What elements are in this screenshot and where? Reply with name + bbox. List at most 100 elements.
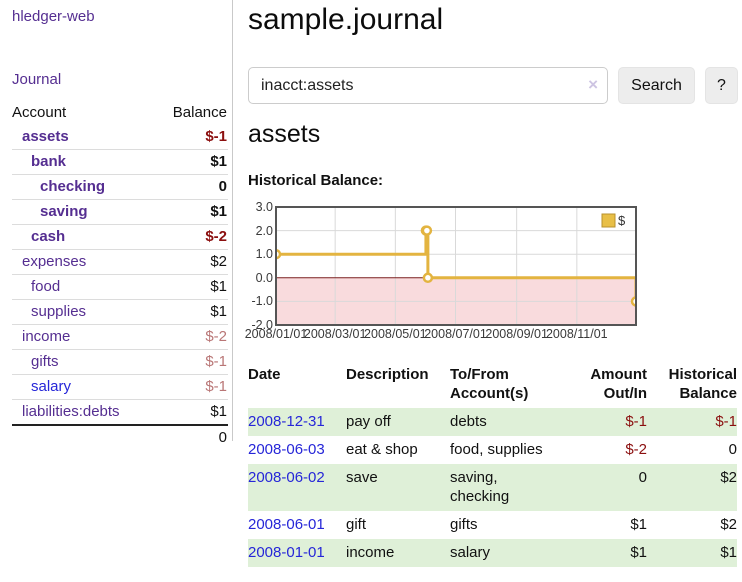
x-axis-tick-label: 2008/11/01: [545, 327, 608, 341]
register-date-cell: 2008-06-01: [248, 511, 346, 539]
register-amount-cell: 0: [638, 469, 647, 486]
account-balance: $-1: [205, 128, 227, 145]
col-tofrom: To/From Account(s): [450, 366, 529, 402]
account-balance: $1: [155, 149, 228, 175]
account-name-cell: food: [12, 274, 156, 300]
account-name-cell: salary: [12, 374, 156, 400]
y-axis-tick-label: 0.0: [255, 270, 273, 285]
register-description-cell: eat & shop: [346, 441, 418, 458]
col-date[interactable]: Date: [248, 366, 281, 383]
transaction-date-link[interactable]: 2008-06-02: [248, 469, 325, 486]
data-point-marker: [421, 225, 433, 236]
accounts-table: Account Balance assets $-1 bank $1 checking 0…: [12, 101, 228, 450]
account-link-saving[interactable]: saving: [40, 203, 88, 220]
col-historical-balance: Historical Balance: [668, 366, 737, 402]
historical-balance-chart: $3.0 2.0 1.0 0.0 -1.0 -2.0 2008/01/01 2008/03/0…: [245, 200, 742, 348]
account-name-cell: assets: [12, 125, 155, 150]
register-tofrom-cell: salary: [450, 544, 491, 561]
y-axis-tick-label: 2.0: [255, 223, 273, 238]
main-content: sample.journal × Search ? assets Histori…: [245, 0, 742, 582]
register-amount-cell: $1: [630, 544, 647, 561]
register-date-cell: 2008-01-01: [248, 539, 346, 567]
account-name-cell: bank: [12, 149, 156, 175]
account-name-cell: cash: [12, 224, 156, 250]
register-tofrom-cell: saving, checking: [450, 469, 510, 505]
account-link-checking[interactable]: checking: [40, 178, 106, 195]
register-historical-cell: $2: [720, 469, 737, 486]
accounts-table-header: Account Balance: [12, 101, 228, 125]
account-link-cash[interactable]: cash: [31, 228, 66, 245]
account-link-expenses[interactable]: expenses: [22, 253, 87, 270]
col-description: Description: [346, 366, 429, 383]
register-date-cell: 2008-06-02: [248, 464, 346, 511]
search-input[interactable]: [248, 67, 608, 104]
register-description-cell: save: [346, 469, 378, 486]
x-axis-tick-label: 2008/09/01: [485, 327, 548, 341]
balance-plot: $: [275, 206, 637, 326]
account-balance: $1: [155, 199, 228, 225]
account-name-cell: saving: [12, 199, 156, 225]
account-name-cell: gifts: [12, 349, 156, 375]
account-name-cell: expenses: [12, 249, 156, 275]
accounts-col-balance: Balance: [172, 104, 227, 121]
account-row: income $-2: [12, 324, 228, 350]
x-axis-tick-label: 2008/07/01: [424, 327, 487, 341]
register-date-cell: 2008-12-31: [248, 408, 346, 436]
account-link-income[interactable]: income: [22, 328, 71, 345]
accounts-total-balance: 0: [155, 424, 228, 450]
account-link-bank[interactable]: bank: [31, 153, 67, 170]
y-axis-tick-label: 1.0: [255, 247, 273, 262]
transaction-date-link[interactable]: 2008-12-31: [248, 413, 325, 430]
account-balance: $-1: [155, 374, 228, 400]
search-button[interactable]: Search: [618, 67, 695, 104]
register-row: 2008-12-31 pay off debts $-1 $-1: [248, 408, 737, 436]
register-amount-cell: $-1: [625, 413, 647, 430]
account-row: supplies $1: [12, 299, 228, 325]
account-row: gifts $-1: [12, 349, 228, 375]
transaction-date-link[interactable]: 2008-06-01: [248, 516, 325, 533]
account-row: bank $1: [12, 149, 228, 175]
search-form: × Search ?: [248, 67, 740, 104]
sidebar: hledger-web Journal Account Balance asse…: [0, 0, 233, 450]
account-name-cell: liabilities:debts: [12, 399, 156, 425]
register-row: 2008-06-02 save saving, checking 0 $2: [248, 464, 737, 511]
account-balance: $1: [155, 274, 228, 300]
account-balance: $-2: [155, 324, 228, 350]
accounts-col-account: Account: [12, 104, 67, 121]
account-link-gifts[interactable]: gifts: [31, 353, 59, 370]
x-axis-tick-label: 2008/03/01: [303, 327, 367, 341]
register-historical-cell: 0: [728, 441, 737, 458]
register-tofrom-cell: gifts: [450, 516, 478, 533]
account-link-supplies[interactable]: supplies: [31, 303, 87, 320]
register-historical-cell: $2: [720, 516, 737, 533]
account-balance: $1: [155, 399, 228, 425]
register-historical-cell: $1: [720, 544, 737, 561]
app-brand-link[interactable]: hledger-web: [12, 8, 95, 25]
account-row: saving $1: [12, 199, 228, 225]
register-account-title: assets: [248, 120, 321, 148]
x-axis-tick-label: 2008/01/01: [244, 327, 308, 341]
register-amount-cell: $1: [630, 516, 647, 533]
account-row: assets $-1: [12, 125, 228, 150]
help-button[interactable]: ?: [705, 67, 738, 104]
account-row: cash $-2: [12, 224, 228, 250]
account-link-salary[interactable]: salary: [31, 378, 72, 395]
search-box: ×: [248, 67, 608, 104]
data-point-marker: [422, 272, 434, 284]
y-axis-tick-label: -1.0: [251, 294, 273, 309]
account-link-assets[interactable]: assets: [22, 128, 69, 145]
transaction-date-link[interactable]: 2008-01-01: [248, 544, 325, 561]
account-row: food $1: [12, 274, 228, 300]
register-row: 2008-06-01 gift gifts $1 $2: [248, 511, 737, 539]
register-description-cell: gift: [346, 516, 367, 533]
register-amount-cell: $-2: [625, 441, 647, 458]
transaction-date-link[interactable]: 2008-06-03: [248, 441, 325, 458]
accounts-total-row: 0: [12, 424, 228, 450]
sidebar-item-journal[interactable]: Journal: [12, 71, 62, 88]
account-link-food[interactable]: food: [31, 278, 61, 295]
x-axis-tick-label: 2008/05/01: [364, 327, 427, 341]
account-balance: $1: [155, 299, 228, 325]
account-link-liabilities:debts[interactable]: liabilities:debts: [22, 403, 120, 420]
register-table-header: Date Description To/From Account(s) Amou…: [248, 361, 737, 408]
clear-search-icon[interactable]: ×: [588, 75, 598, 94]
